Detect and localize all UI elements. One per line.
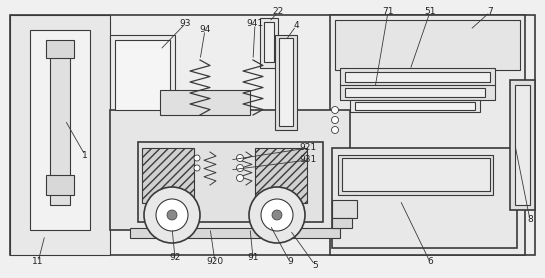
Text: 5: 5 xyxy=(312,260,318,269)
Circle shape xyxy=(237,165,244,172)
Bar xyxy=(50,50,70,205)
Bar xyxy=(332,148,517,248)
Bar xyxy=(138,142,323,222)
Bar xyxy=(10,15,535,255)
Bar xyxy=(255,148,307,203)
Bar xyxy=(345,72,490,82)
Text: 4: 4 xyxy=(293,21,299,31)
Bar xyxy=(342,158,490,191)
Bar xyxy=(345,88,485,97)
Text: 6: 6 xyxy=(427,257,433,267)
Circle shape xyxy=(331,106,338,113)
Bar xyxy=(46,40,74,58)
Bar xyxy=(130,228,340,238)
Text: 921: 921 xyxy=(299,143,317,153)
Text: 8: 8 xyxy=(527,215,533,225)
Circle shape xyxy=(272,210,282,220)
Bar xyxy=(142,148,194,203)
Bar xyxy=(30,30,90,230)
Text: 7: 7 xyxy=(487,8,493,16)
Circle shape xyxy=(249,187,305,243)
Bar xyxy=(340,85,495,100)
Text: 51: 51 xyxy=(424,8,436,16)
Circle shape xyxy=(167,210,177,220)
Text: 92: 92 xyxy=(169,254,181,262)
Circle shape xyxy=(331,126,338,133)
Bar xyxy=(10,15,110,255)
Bar xyxy=(264,22,274,62)
Circle shape xyxy=(331,116,338,123)
Circle shape xyxy=(156,199,188,231)
Bar xyxy=(330,15,525,255)
Text: 931: 931 xyxy=(299,155,317,165)
Text: 920: 920 xyxy=(207,257,223,267)
Bar xyxy=(332,218,352,228)
Bar xyxy=(355,102,475,110)
Text: 91: 91 xyxy=(247,254,259,262)
Text: 941: 941 xyxy=(246,19,264,29)
Circle shape xyxy=(237,175,244,182)
Circle shape xyxy=(261,199,293,231)
Text: 11: 11 xyxy=(32,257,44,267)
Bar xyxy=(510,80,535,210)
Bar xyxy=(335,20,520,70)
Bar xyxy=(340,68,495,86)
Bar xyxy=(275,35,297,130)
Bar xyxy=(515,85,530,205)
Text: 9: 9 xyxy=(287,257,293,267)
Bar xyxy=(110,110,350,230)
Bar xyxy=(350,100,480,112)
Text: 1: 1 xyxy=(82,150,88,160)
Circle shape xyxy=(237,155,244,162)
Bar xyxy=(115,40,170,110)
Circle shape xyxy=(194,165,200,171)
Bar xyxy=(260,18,278,68)
Bar xyxy=(338,155,493,195)
Bar xyxy=(279,38,293,126)
Text: 94: 94 xyxy=(199,26,211,34)
Bar xyxy=(110,35,175,115)
Bar xyxy=(46,175,74,195)
Text: 71: 71 xyxy=(382,8,393,16)
Bar xyxy=(160,90,250,115)
Circle shape xyxy=(144,187,200,243)
Text: 93: 93 xyxy=(179,19,191,29)
Bar xyxy=(332,200,357,218)
Circle shape xyxy=(194,155,200,161)
Text: 22: 22 xyxy=(272,8,283,16)
